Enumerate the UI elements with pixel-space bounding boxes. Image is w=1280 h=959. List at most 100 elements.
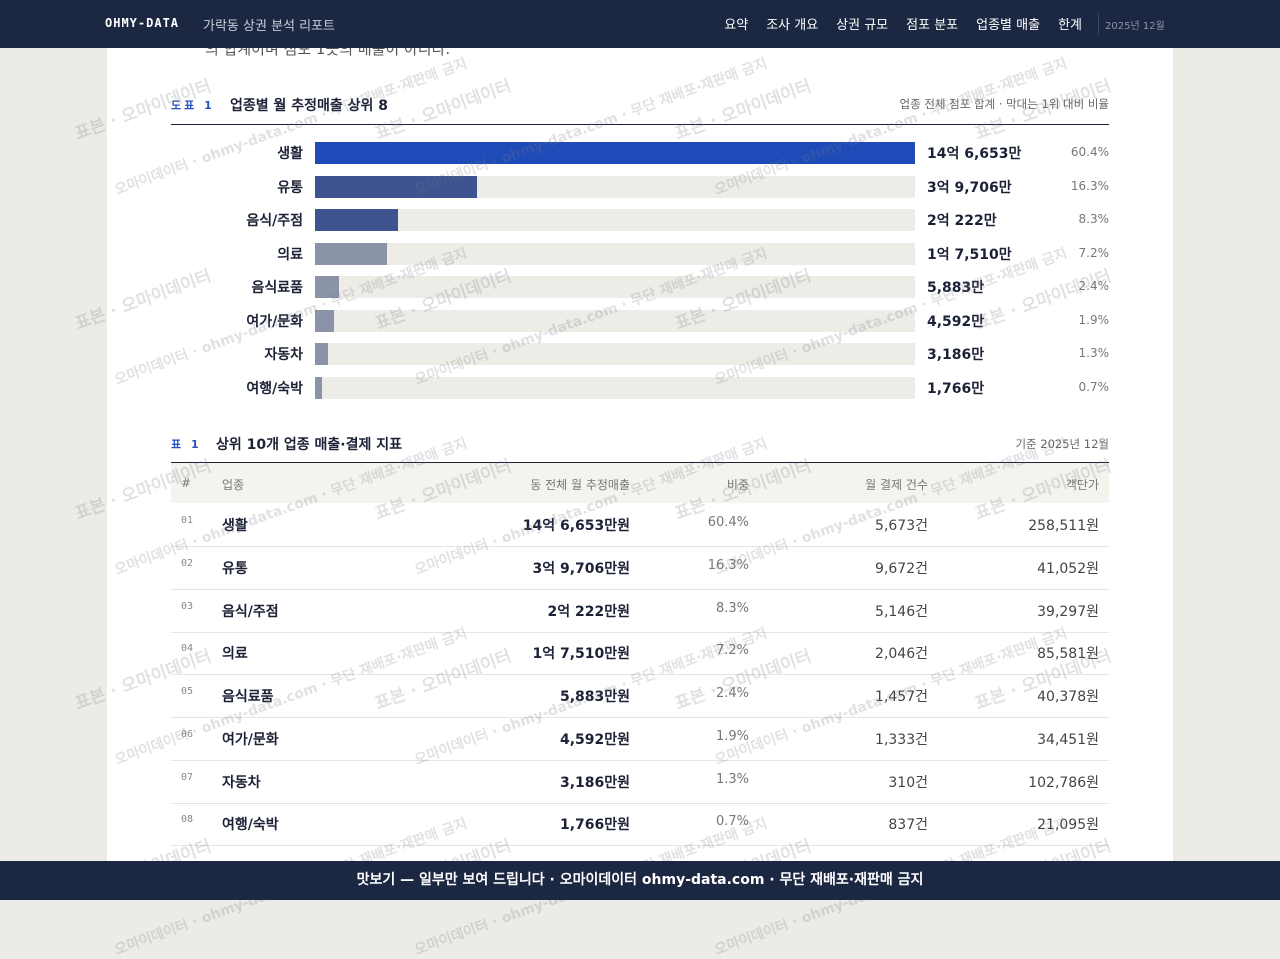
row-divider <box>171 631 1109 633</box>
table-cell: 8.3% <box>715 600 749 616</box>
table-cell: 5,673건 <box>875 518 928 534</box>
category-label: 의료 <box>277 246 303 263</box>
nav: 요약 조사 개요 상권 규모 점포 분포 업종별 매출 한계 <box>724 14 1082 33</box>
category-label: 음식료품 <box>251 280 303 296</box>
column-header: 객단가 <box>1065 478 1099 492</box>
table-cell: 39,297원 <box>1037 603 1099 620</box>
table-header-bg <box>171 463 1109 503</box>
value-label: 3,186만 <box>927 347 985 363</box>
nav-item[interactable]: 점포 분포 <box>906 18 959 33</box>
brand[interactable]: OHMY-DATA <box>105 16 180 30</box>
value-label: 3억 9,706만 <box>927 179 1012 196</box>
value-label: 4,592만 <box>927 313 985 330</box>
table-cell: 생활 <box>222 518 248 534</box>
share-label: 60.4% <box>1070 145 1109 159</box>
table-cell: 08 <box>181 814 194 826</box>
row-divider <box>171 845 1109 847</box>
table-cell: 1.3% <box>715 771 749 787</box>
table-note: 기준 2025년 12월 <box>1015 437 1109 451</box>
table-cell: 34,451원 <box>1037 731 1099 748</box>
bar <box>315 309 334 332</box>
table-cell: 여가/문화 <box>222 731 279 748</box>
bar <box>315 376 323 399</box>
table-cell: 02 <box>181 557 194 569</box>
column-header: 월 결제 건수 <box>865 478 928 492</box>
nav-item[interactable]: 상권 규모 <box>836 18 889 33</box>
table-cell: 310건 <box>888 774 928 791</box>
table-cell: 5,883만원 <box>559 689 630 705</box>
table-cell: 자동차 <box>222 774 261 791</box>
value-label: 14억 6,653만 <box>927 146 1022 162</box>
category-label: 자동차 <box>264 347 303 363</box>
table-cell: 102,786원 <box>1028 774 1099 791</box>
table-cell: 07 <box>181 771 194 783</box>
separator <box>1098 14 1099 34</box>
table-cell: 14억 6,653만원 <box>522 518 630 534</box>
row-divider <box>171 674 1109 676</box>
table-cell: 2,046건 <box>875 646 928 663</box>
bar-track <box>315 343 915 365</box>
table-cell: 4,592만원 <box>559 731 630 748</box>
bar <box>315 142 915 164</box>
table-cell: 5,146건 <box>875 603 928 620</box>
figure-caption: 도표 1 <box>171 99 215 112</box>
bar <box>315 276 340 298</box>
table-cell: 1억 7,510만원 <box>532 646 630 663</box>
figure-note: 업종 전체 점포 합계 · 막대는 1위 대비 비율 <box>899 97 1110 111</box>
table-cell: 2.4% <box>715 686 749 701</box>
table-cell: 1.9% <box>715 728 749 744</box>
nav-item[interactable]: 조사 개요 <box>766 18 819 33</box>
table-cell: 85,581원 <box>1037 646 1099 663</box>
value-label: 1,766만 <box>927 380 985 397</box>
share-label: 7.2% <box>1078 245 1110 260</box>
table-cell: 3,186만원 <box>559 774 630 791</box>
category-label: 유통 <box>277 179 303 196</box>
table-cell: 41,052원 <box>1037 560 1099 577</box>
table-cell: 04 <box>181 643 194 655</box>
table-cell: 03 <box>181 600 194 612</box>
table-cell: 40,378원 <box>1037 689 1099 705</box>
table-cell: 21,095원 <box>1037 817 1099 834</box>
report-date: 2025년 12월 <box>1105 21 1165 32</box>
footer: 맛보기 — 일부만 보여 드립니다 · 오마이데이터 ohmy-data.com… <box>0 861 1280 900</box>
table-rule <box>171 462 1109 463</box>
bar-track <box>315 376 915 399</box>
share-label: 1.3% <box>1078 346 1110 360</box>
nav-item[interactable]: 한계 <box>1058 18 1082 33</box>
table-cell: 16.3% <box>707 557 749 573</box>
nav-item[interactable]: 요약 <box>724 18 749 33</box>
table-cell: 유통 <box>222 560 248 577</box>
figure-title: 업종별 월 추정매출 상위 8 <box>230 98 389 114</box>
bar-track <box>315 209 915 231</box>
bar-track <box>315 242 915 265</box>
table-cell: 9,672건 <box>875 560 928 577</box>
value-label: 1억 7,510만 <box>927 246 1012 263</box>
row-divider <box>171 588 1109 590</box>
share-label: 0.7% <box>1078 379 1110 394</box>
bar-track <box>315 309 915 332</box>
nav-item[interactable]: 업종별 매출 <box>976 18 1041 33</box>
table-cell: 음식료품 <box>222 689 274 705</box>
table-cell: 01 <box>181 515 194 526</box>
table-cell: 05 <box>181 686 194 697</box>
table-cell: 의료 <box>222 646 248 663</box>
table-cell: 0.7% <box>715 814 749 830</box>
table-cell: 1,766만원 <box>559 817 630 834</box>
bar <box>315 209 398 231</box>
bar <box>315 242 387 265</box>
category-label: 여가/문화 <box>246 313 303 330</box>
figure-rule <box>171 124 1109 125</box>
table-cell: 3억 9,706만원 <box>532 560 630 577</box>
top-bar: OHMY-DATA 가락동 상권 분석 리포트 요약 조사 개요 상권 규모 점포 분… <box>0 0 1280 48</box>
table-cell: 2억 222만원 <box>547 603 630 620</box>
column-header: # <box>181 476 192 490</box>
table-title: 상위 10개 업종 매출·결제 지표 <box>216 437 402 453</box>
column-header: 업종 <box>222 478 245 492</box>
category-label: 음식/주점 <box>246 213 303 229</box>
column-header: 동 전체 월 추정매출 <box>530 478 630 492</box>
bar-track <box>315 276 915 298</box>
table-cell: 7.2% <box>715 643 749 659</box>
table-cell: 837건 <box>888 817 928 834</box>
row-divider <box>171 717 1109 718</box>
